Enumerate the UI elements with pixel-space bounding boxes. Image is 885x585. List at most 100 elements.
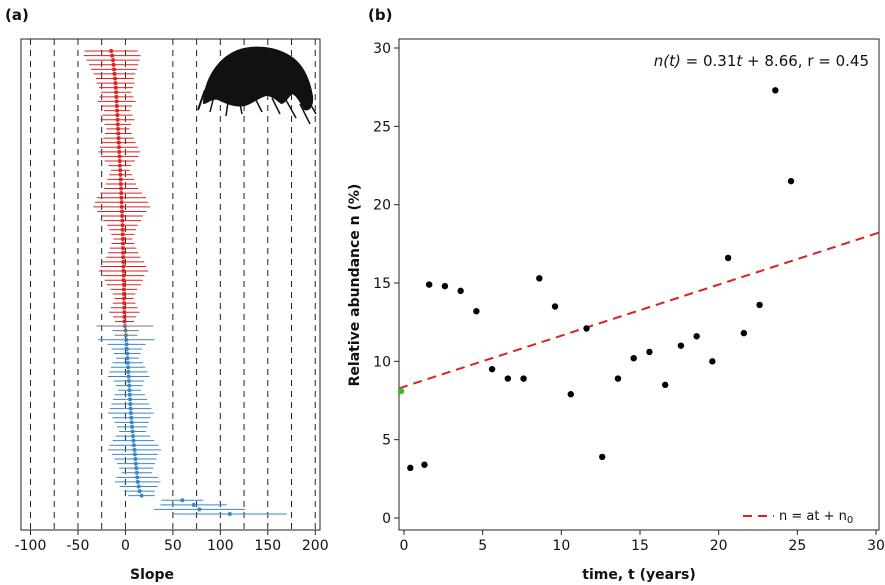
panel-a-point — [127, 388, 132, 393]
panel-b-point — [457, 287, 464, 295]
panel-b-point — [772, 87, 779, 94]
panel-a-point — [121, 269, 126, 274]
panel-a-point — [126, 379, 131, 384]
panel-a-point — [126, 365, 131, 370]
panel-a-point — [197, 507, 202, 512]
panel-a-point — [128, 406, 133, 411]
panel-a-point — [126, 374, 131, 379]
panel-a-point — [116, 131, 121, 136]
panel-a-point — [126, 369, 131, 374]
panel-a-point — [123, 333, 128, 338]
panel-a-point — [119, 209, 124, 214]
panel-a-point — [121, 278, 126, 283]
panel-a-point — [115, 108, 120, 113]
panel-b-point — [421, 461, 428, 468]
panel-a-point — [137, 489, 142, 494]
panel-a-point — [122, 314, 127, 319]
panel-b-point — [583, 325, 590, 332]
panel-a-point — [119, 195, 124, 200]
panel-a-x-tick-label: 50 — [164, 538, 182, 554]
panel-b-point — [551, 303, 559, 310]
panel-b-point — [488, 365, 496, 373]
panel-b-x-tick-label: 20 — [710, 538, 728, 554]
panel-a-point — [227, 512, 232, 516]
panel-a-point — [122, 310, 127, 315]
panel-a-error-bars — [83, 50, 287, 515]
panel-a-x-tick-label: -100 — [15, 538, 47, 554]
panel-a-x-tick-label: 100 — [207, 538, 234, 554]
panel-a-point — [111, 58, 116, 63]
amphipod-silhouette-icon — [197, 46, 317, 125]
panel-a-point — [118, 177, 123, 182]
panel-a-point — [116, 140, 121, 145]
panel-a-x-tick-label: 200 — [302, 538, 329, 554]
panel-a-point — [120, 232, 125, 237]
panel-a-point — [129, 420, 134, 425]
panel-a-point — [116, 126, 121, 131]
panel-a-point — [114, 94, 119, 99]
panel-a-point — [121, 291, 126, 296]
panel-a-point — [135, 475, 140, 480]
panel-a-x-tick-label: 150 — [254, 538, 281, 554]
panel-b-point — [567, 391, 574, 398]
panel-a-point — [115, 117, 120, 122]
panel-b-point — [709, 358, 716, 365]
panel-b-point — [677, 342, 685, 349]
panel-a-point — [139, 493, 144, 498]
panel-a-point — [132, 447, 137, 452]
panel-a-point — [125, 351, 130, 356]
panel-b-x-tick-label: 0 — [400, 538, 409, 554]
legend-fit-label: n = at + n0 — [779, 509, 853, 526]
panel-b-point — [536, 275, 543, 282]
panel-a-point — [119, 200, 124, 205]
panel-a-point — [120, 241, 125, 246]
panel-b-legend: n = at + n0 — [743, 509, 853, 526]
panel-b-y-tick-label: 20 — [373, 198, 391, 214]
panel-a-point — [122, 305, 127, 310]
panel-a-x-axis-title: Slope — [130, 567, 174, 583]
panel-a-point — [125, 360, 130, 365]
panel-a-point — [180, 498, 185, 503]
panel-a-point — [119, 186, 124, 191]
panel-b-point — [425, 281, 433, 288]
panel-a-point — [111, 62, 116, 67]
panel-b-x-tick-label: 25 — [788, 538, 806, 554]
panel-b-x-axis-title: time, t (years) — [582, 567, 695, 583]
panel-b-point — [724, 254, 732, 262]
panel-b-point — [473, 308, 480, 315]
panel-a-label: (a) — [5, 6, 29, 24]
panel-b-point — [599, 453, 606, 461]
panel-b-y-tick-label: 15 — [373, 276, 391, 292]
panel-a-point — [114, 99, 119, 104]
panel-a-x-tick-label: 0 — [121, 538, 130, 554]
panel-a-point — [119, 204, 124, 209]
panel-a-point — [118, 181, 123, 186]
panel-b-x-tick-label: 30 — [867, 538, 885, 554]
panel-a-point — [112, 71, 117, 76]
panel-b-point — [661, 381, 669, 389]
panel-a-point — [121, 273, 126, 278]
panel-a-point — [136, 484, 141, 489]
panel-a-point — [121, 282, 126, 287]
panel-a-point — [114, 104, 119, 109]
panel-b-y-tick-label: 5 — [382, 433, 391, 449]
panel-a-point — [134, 470, 139, 475]
panel-a-point — [121, 264, 126, 269]
panel-a-point — [120, 218, 125, 223]
panel-a-point — [127, 383, 132, 388]
panel-a-point — [117, 159, 122, 164]
panel-a-point — [130, 429, 135, 434]
panel-b-x-tick-label: 10 — [552, 538, 570, 554]
panel-b-point — [614, 375, 622, 382]
panel-a-point — [124, 346, 129, 351]
panel-a-point — [118, 172, 123, 177]
panel-a-point — [122, 301, 127, 306]
panel-a-point — [121, 255, 126, 260]
panel-b-point — [787, 177, 795, 185]
panel-a-point — [116, 136, 121, 141]
panel-a-point — [121, 259, 126, 264]
panel-b-y-tick-label: 25 — [373, 119, 391, 135]
panel-b-y-axis-title: Relative abundance n (%) — [347, 184, 363, 387]
panel-a-point — [128, 397, 133, 402]
panel-b-x-tick-label: 5 — [478, 538, 487, 554]
